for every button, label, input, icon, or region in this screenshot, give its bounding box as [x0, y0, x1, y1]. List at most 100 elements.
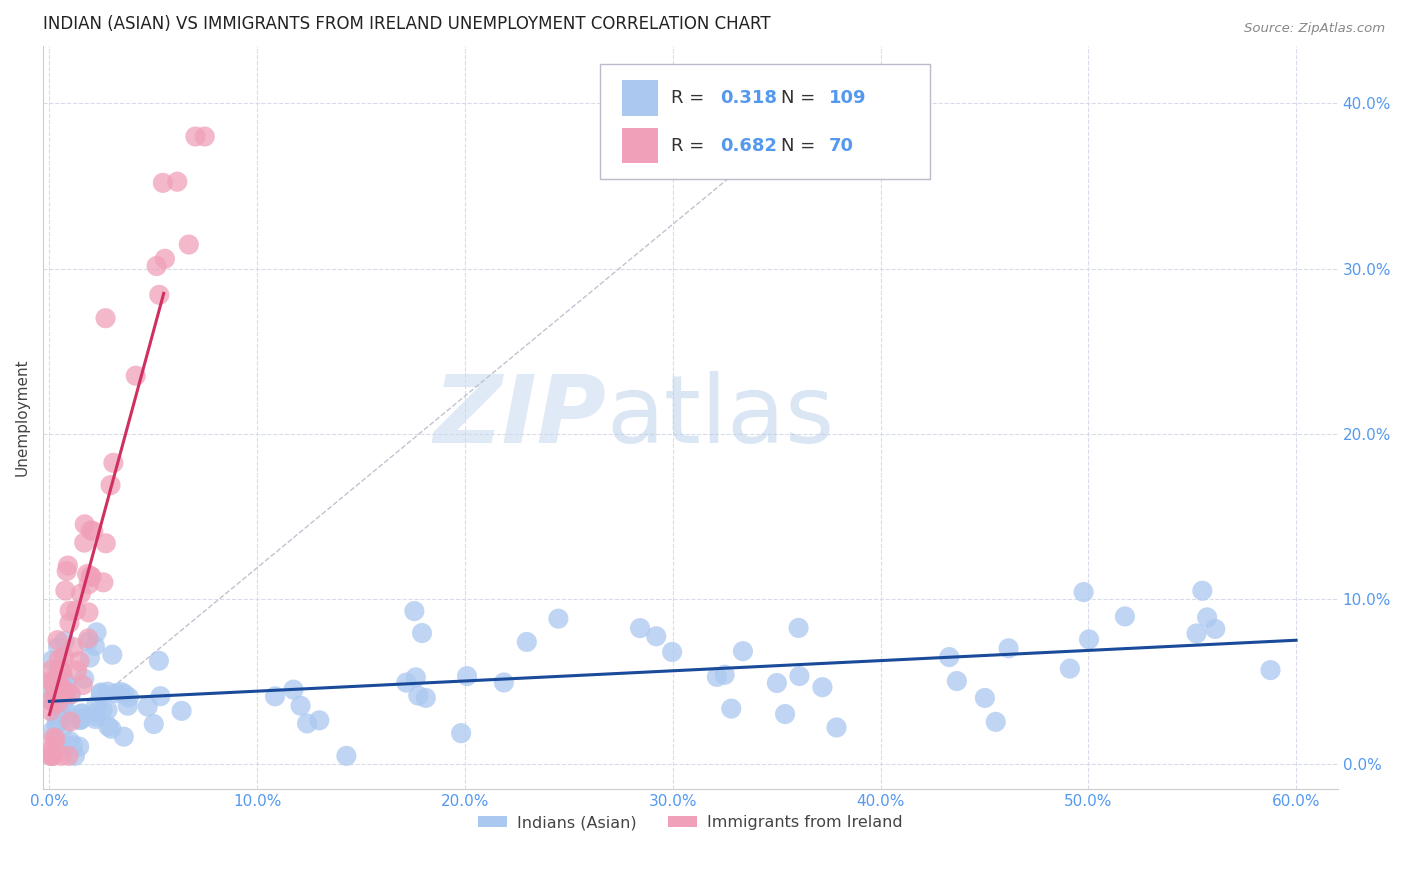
- Point: [125, 368, 148, 383]
- Point: [59, 687, 82, 701]
- Point: [41, 693, 63, 707]
- Point: [93, 575, 115, 590]
- Point: [456, 669, 478, 683]
- Point: [100, 722, 122, 736]
- Point: [547, 612, 569, 626]
- Point: [84, 698, 107, 713]
- Point: [773, 707, 796, 722]
- Point: [70, 707, 93, 722]
- Point: [1191, 583, 1213, 598]
- Point: [825, 721, 848, 735]
- Point: [42, 739, 65, 753]
- Point: [166, 175, 188, 189]
- Point: [152, 176, 174, 190]
- Point: [148, 288, 170, 302]
- Point: [80, 570, 103, 584]
- Point: [48, 680, 70, 694]
- Point: [62, 739, 84, 753]
- Point: [492, 675, 515, 690]
- Point: [45, 731, 67, 746]
- Text: atlas: atlas: [606, 371, 835, 463]
- Point: [117, 698, 139, 713]
- Point: [984, 714, 1007, 729]
- Point: [45, 717, 67, 731]
- Text: 109: 109: [830, 89, 866, 107]
- Point: [45, 711, 67, 725]
- Point: [308, 714, 330, 728]
- Point: [51, 681, 73, 696]
- Point: [53, 686, 76, 700]
- Point: [52, 669, 75, 683]
- Point: [450, 726, 472, 740]
- Point: [59, 714, 82, 729]
- Point: [96, 684, 118, 698]
- Point: [264, 690, 287, 704]
- Point: [77, 577, 100, 591]
- Point: [72, 678, 94, 692]
- Legend: Indians (Asian), Immigrants from Ireland: Indians (Asian), Immigrants from Ireland: [472, 809, 908, 837]
- Point: [41, 724, 63, 739]
- Text: 70: 70: [830, 136, 853, 154]
- Point: [48, 662, 70, 676]
- Point: [112, 730, 135, 744]
- Point: [39, 704, 62, 718]
- Point: [104, 686, 127, 700]
- Point: [69, 713, 91, 727]
- Point: [46, 715, 69, 730]
- Text: INDIAN (ASIAN) VS IMMIGRANTS FROM IRELAND UNEMPLOYMENT CORRELATION CHART: INDIAN (ASIAN) VS IMMIGRANTS FROM IRELAN…: [44, 15, 770, 33]
- Point: [55, 564, 77, 578]
- FancyBboxPatch shape: [621, 80, 658, 116]
- Point: [76, 567, 98, 582]
- Text: R =: R =: [671, 89, 710, 107]
- Point: [86, 625, 108, 640]
- Point: [73, 535, 96, 549]
- Point: [76, 634, 98, 648]
- Point: [946, 674, 969, 689]
- Point: [53, 583, 76, 598]
- Point: [77, 632, 100, 646]
- Point: [516, 635, 538, 649]
- Point: [59, 604, 82, 618]
- Point: [100, 478, 122, 492]
- Point: [59, 687, 82, 701]
- Point: [42, 695, 65, 709]
- Point: [42, 674, 65, 689]
- Point: [45, 686, 67, 700]
- Point: [295, 716, 318, 731]
- Point: [938, 650, 960, 665]
- Point: [51, 693, 73, 707]
- Point: [42, 690, 65, 704]
- Point: [1078, 632, 1101, 647]
- Point: [411, 626, 433, 640]
- Point: [787, 621, 810, 635]
- Point: [73, 517, 96, 532]
- Point: [48, 664, 70, 678]
- Point: [46, 682, 69, 697]
- Point: [52, 698, 75, 712]
- Point: [41, 654, 63, 668]
- Point: [51, 664, 73, 678]
- Point: [80, 524, 103, 538]
- Point: [645, 629, 668, 643]
- Point: [41, 675, 63, 690]
- Point: [79, 650, 101, 665]
- Point: [41, 748, 63, 763]
- Point: [48, 652, 70, 666]
- Point: [53, 675, 76, 690]
- Point: [69, 654, 91, 668]
- Point: [997, 641, 1019, 656]
- Point: [41, 694, 63, 708]
- Point: [53, 686, 76, 700]
- Point: [63, 748, 86, 763]
- Point: [46, 633, 69, 648]
- FancyBboxPatch shape: [600, 64, 929, 179]
- Text: ZIP: ZIP: [433, 371, 606, 463]
- Point: [70, 587, 93, 601]
- Point: [46, 640, 69, 655]
- Point: [41, 688, 63, 702]
- Point: [59, 734, 82, 748]
- Point: [335, 748, 357, 763]
- Point: [42, 731, 65, 745]
- Point: [49, 665, 72, 680]
- Point: [65, 603, 87, 617]
